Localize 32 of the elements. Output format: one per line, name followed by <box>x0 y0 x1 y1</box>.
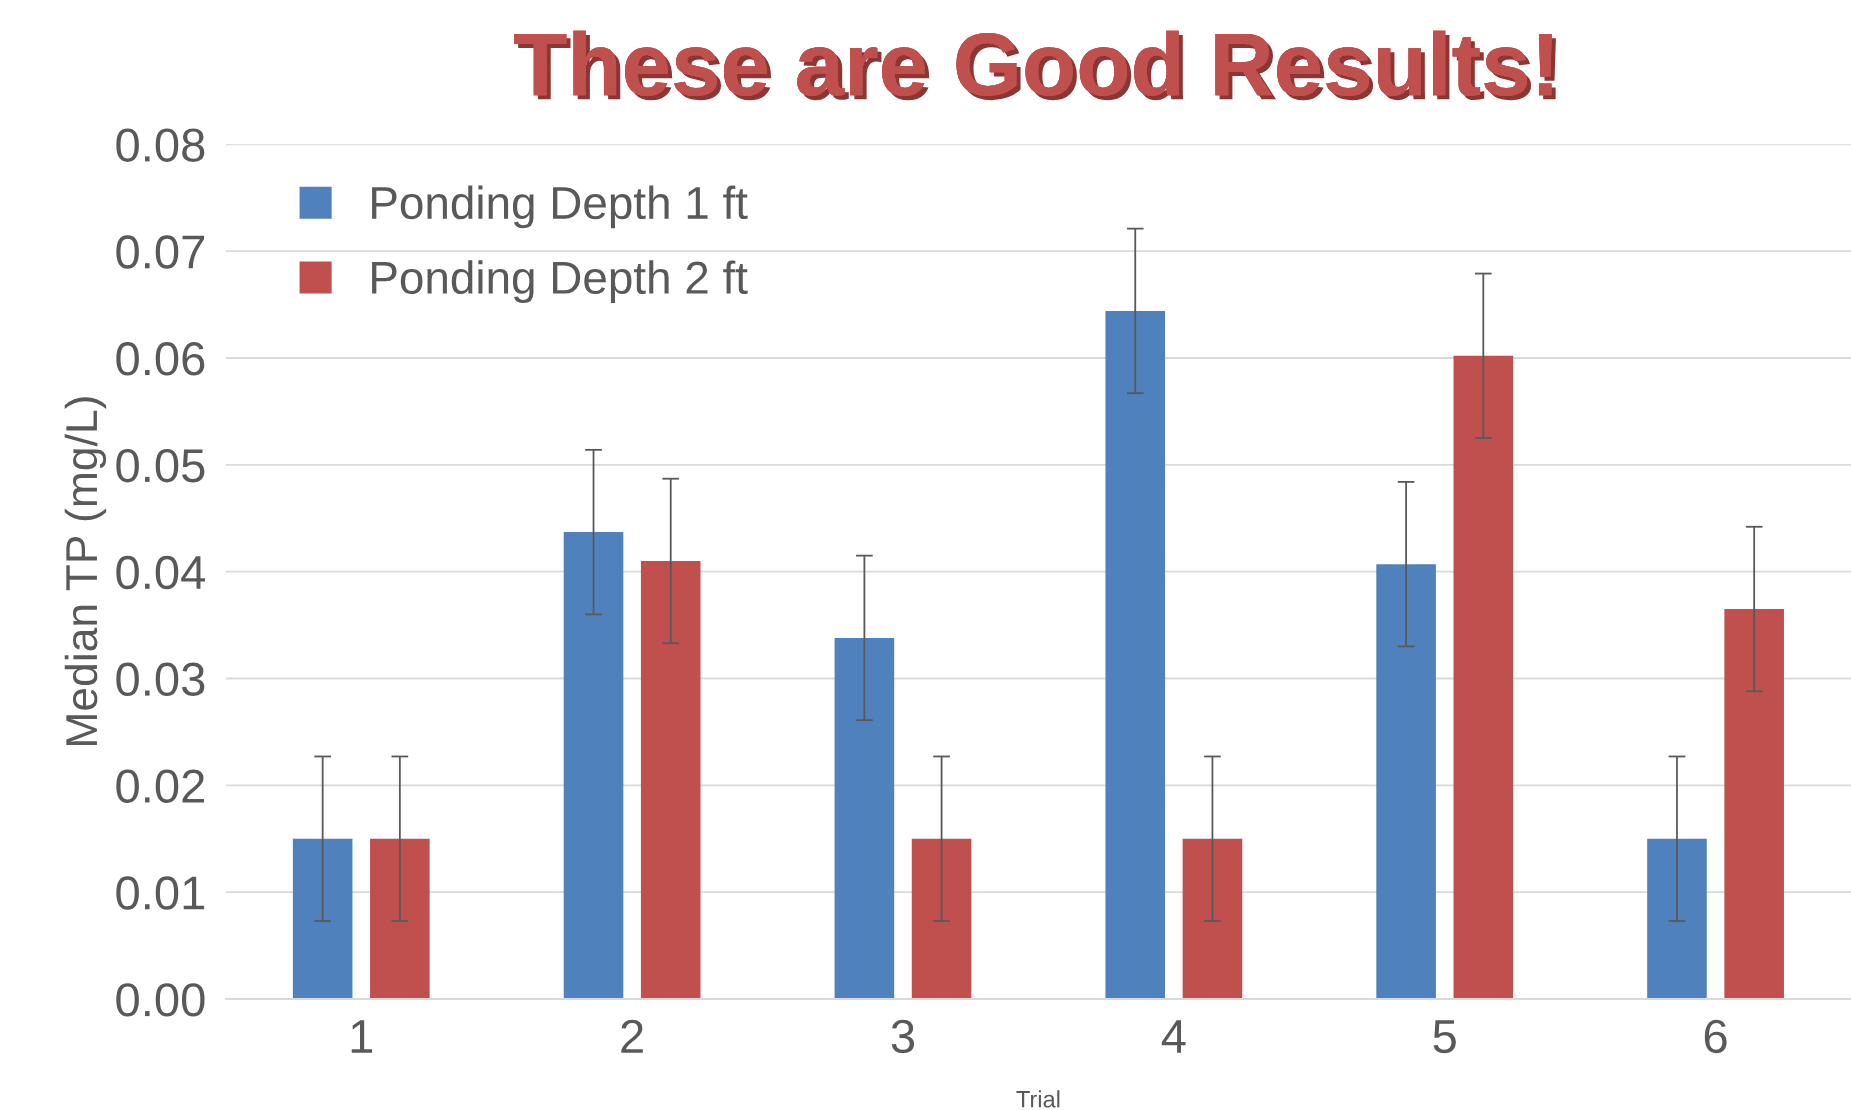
x-tick-label: 5 <box>1433 1020 1456 1054</box>
x-axis-title: Trial <box>1016 1090 1060 1108</box>
legend-label: Ponding Depth 2 ft <box>372 260 748 304</box>
y-tick-label: 0.07 <box>116 235 205 269</box>
y-tick-label: 0.03 <box>116 662 205 697</box>
y-tick-label: 0.04 <box>116 555 205 590</box>
bar <box>911 838 972 999</box>
x-tick-label: 6 <box>1704 1019 1727 1054</box>
x-tick-label: 1 <box>351 1020 373 1053</box>
x-tick-label: 4 <box>1161 1020 1186 1053</box>
y-tick-label: 0.06 <box>116 342 205 376</box>
y-tick-label: 0.02 <box>116 769 205 803</box>
legend-label: Ponding Depth 1 ft <box>372 185 748 229</box>
bar <box>370 838 430 999</box>
y-tick-label: 0.08 <box>116 128 205 162</box>
y-tick-label: 0.00 <box>116 983 205 1017</box>
bar <box>563 532 624 999</box>
bar <box>1105 310 1166 999</box>
bar <box>1182 838 1243 999</box>
bar <box>640 560 701 999</box>
bar <box>1453 355 1514 999</box>
x-tick-label: 2 <box>621 1019 643 1053</box>
text: These are Good Results! <box>514 30 1556 101</box>
bar <box>1724 609 1784 999</box>
bar <box>1647 838 1707 999</box>
bar <box>292 838 353 999</box>
y-axis-title: Median TP (mg/L) <box>64 397 107 746</box>
x-tick-label: 3 <box>891 1019 915 1054</box>
y-tick-label: 0.01 <box>116 876 205 910</box>
y-tick-label: 0.05 <box>116 448 205 483</box>
bar <box>1376 564 1436 999</box>
bar <box>834 637 895 999</box>
